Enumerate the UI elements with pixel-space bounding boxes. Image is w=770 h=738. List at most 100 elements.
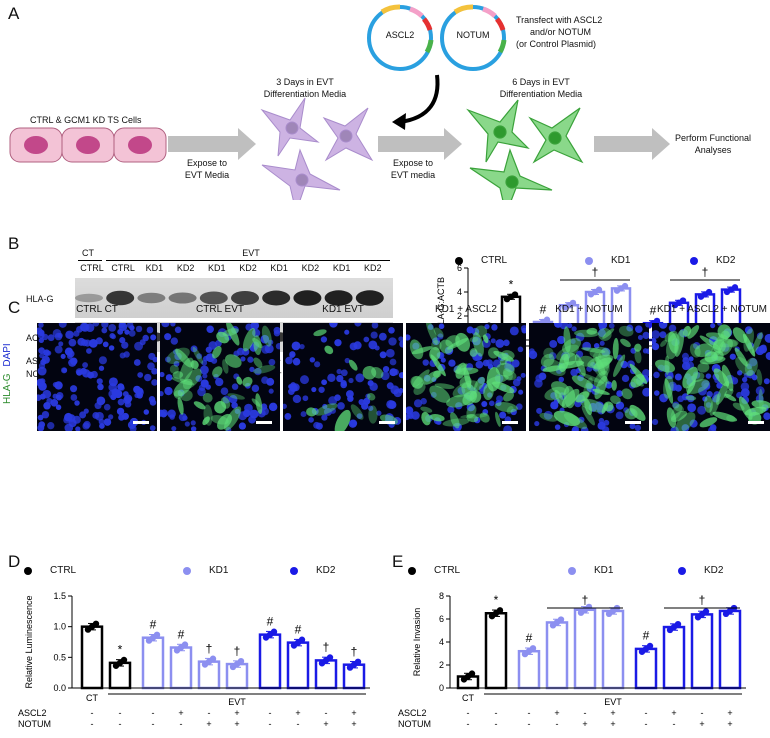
hla-g-signal [411, 375, 424, 390]
nucleus [113, 389, 123, 399]
nucleus [603, 419, 610, 426]
data-point [326, 654, 334, 661]
nucleus [705, 373, 712, 379]
bar [286, 641, 310, 690]
nucleus [529, 348, 535, 354]
nucleus [160, 390, 164, 397]
data-point [653, 317, 661, 325]
ascl2-sign: - [467, 708, 470, 718]
hla-g-signal [225, 354, 242, 368]
hla-g-signal [712, 411, 738, 422]
hla-g-signal [674, 329, 685, 357]
nucleus [408, 413, 414, 420]
nucleus [763, 412, 770, 420]
data-point [181, 641, 189, 648]
hla-g-band [293, 290, 322, 306]
hla-g-signal [236, 376, 243, 385]
hla-g-signal [425, 323, 438, 345]
nucleus [292, 357, 301, 366]
bar [169, 646, 193, 690]
nucleus [126, 323, 134, 329]
nucleus [99, 423, 105, 429]
nucleus [399, 340, 403, 348]
significance-mark: # [526, 631, 533, 645]
hla-g-signal [592, 388, 610, 395]
hla-g-signal [689, 343, 701, 358]
nucleus [393, 388, 402, 398]
blot-lane-label: KD2 [239, 263, 257, 273]
hla-g-band [262, 290, 291, 306]
significance-mark: † [582, 593, 589, 607]
legend-kd1-label: KD1 [594, 565, 614, 576]
nucleus [652, 330, 660, 339]
nucleus [601, 347, 611, 357]
nucleus [760, 344, 767, 351]
hla-g-signal [738, 396, 753, 420]
nucleus [147, 362, 155, 371]
hla-g-signal [685, 395, 697, 401]
nucleus [371, 323, 379, 329]
ascl2-sign: - [584, 708, 587, 718]
hla-g-signal [613, 354, 626, 378]
ascl2-sign: - [152, 708, 155, 718]
legend-ctrl-marker [24, 567, 32, 575]
hla-g-signal [429, 385, 451, 403]
hla-g-signal [544, 386, 566, 401]
data-point [209, 655, 217, 662]
nucleus [102, 341, 109, 348]
nucleus [668, 324, 677, 333]
nucleus [119, 337, 126, 344]
ascl2-sign: + [234, 708, 239, 718]
ylabel-dapi: DAPI [2, 343, 13, 367]
nucleus [101, 327, 108, 334]
scale-bar [748, 421, 764, 424]
ascl2-sign: - [208, 708, 211, 718]
nucleus [285, 356, 293, 365]
data-point [543, 316, 551, 323]
nucleus [79, 411, 87, 419]
nucleus [516, 376, 522, 382]
hla-g-signal [362, 365, 377, 380]
nucleus [329, 407, 336, 414]
significance-mark: # [267, 614, 274, 628]
nucleus [273, 330, 280, 337]
hla-g-signal [711, 334, 725, 359]
nucleus [334, 339, 342, 347]
data-point [557, 616, 565, 623]
hla-g-signal [430, 354, 446, 377]
microscopy-title: CTRL CT [76, 304, 118, 315]
bar [545, 621, 569, 690]
data-point [529, 645, 537, 652]
scale-bar [625, 421, 641, 424]
hla-g-signal [584, 398, 593, 416]
nucleus [481, 338, 491, 348]
hla-g-signal [594, 375, 608, 400]
nucleus [314, 361, 321, 368]
day6-text: 6 Days in EVT Differentiation Media [499, 77, 583, 99]
nucleus [709, 424, 717, 431]
nucleus [645, 323, 649, 328]
hla-g-signal [571, 375, 594, 389]
nucleus [406, 406, 414, 415]
legend-ctrl-marker [455, 257, 463, 265]
hla-g-signal [466, 404, 477, 418]
data-point [153, 631, 161, 639]
scale-bar [379, 421, 395, 424]
hla-g-signal [253, 364, 276, 374]
hla-g-signal [581, 347, 606, 353]
nucleus [716, 382, 723, 389]
nucleus [56, 391, 64, 400]
hla-g-signal [624, 408, 638, 420]
nucleus [97, 383, 104, 391]
nucleus [144, 373, 152, 382]
legend-ctrl-label: CTRL [50, 565, 77, 576]
notum-sign: - [467, 719, 470, 729]
evt-cells-day3-icon [260, 97, 374, 200]
hla-g-signal [173, 390, 183, 399]
nucleus [184, 421, 190, 427]
hla-g-signal [716, 380, 729, 405]
ascl2-sign: + [610, 708, 615, 718]
nucleus [621, 374, 630, 383]
hla-g-signal [423, 370, 441, 385]
nucleus [58, 341, 64, 347]
